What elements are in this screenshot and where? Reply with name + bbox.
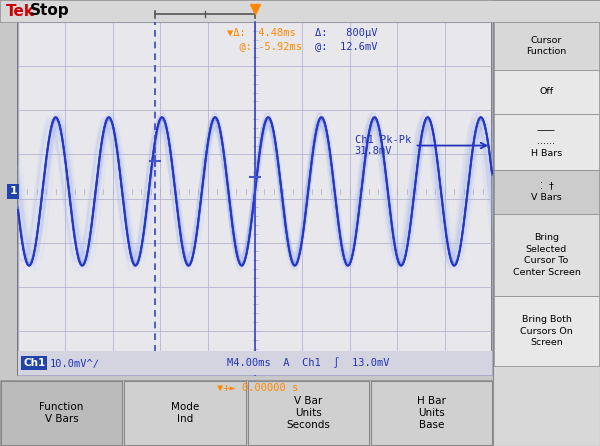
Text: Bring Both
Cursors On
Screen: Bring Both Cursors On Screen (520, 315, 573, 347)
Text: 10.0mV^∕: 10.0mV^∕ (50, 358, 100, 368)
Bar (18, 22, 492, 375)
Bar (0, 0, 600, 22)
Text: ⁚  †
V Bars: ⁚ † V Bars (531, 182, 562, 202)
Bar (494, 22, 599, 70)
Text: Ch1: Ch1 (23, 358, 45, 368)
Text: V Bar
Units
Seconds: V Bar Units Seconds (286, 396, 330, 430)
Text: H Bar
Units
Base: H Bar Units Base (417, 396, 446, 430)
Text: @: -5.92ms: @: -5.92ms (227, 41, 302, 51)
Text: ▼Δ:  4.48ms: ▼Δ: 4.48ms (227, 28, 295, 38)
Bar (494, 70, 599, 114)
Bar (493, 0, 600, 446)
Bar (1, 381, 122, 445)
Bar (494, 114, 599, 170)
Text: Stop: Stop (30, 4, 70, 18)
Text: @:  12.6mV: @: 12.6mV (314, 41, 377, 51)
Bar (248, 381, 369, 445)
Text: Off: Off (539, 87, 554, 96)
Bar (0, 380, 493, 446)
Text: Function
V Bars: Function V Bars (40, 402, 84, 424)
Bar (371, 381, 492, 445)
Text: Mode
Ind: Mode Ind (171, 402, 199, 424)
Bar (124, 381, 245, 445)
Bar (494, 170, 599, 214)
Bar (494, 296, 599, 366)
Text: ——
......
H Bars: —— ...... H Bars (531, 126, 562, 158)
Text: M4.00ms  A  Ch1  ∫  13.0mV: M4.00ms A Ch1 ∫ 13.0mV (227, 358, 389, 368)
Text: Δ:   800μV: Δ: 800μV (314, 28, 377, 38)
Text: ▼+► 0.00000 s: ▼+► 0.00000 s (217, 383, 298, 393)
Bar (494, 214, 599, 296)
Text: 1: 1 (9, 186, 17, 196)
Text: Cursor
Function: Cursor Function (526, 36, 566, 56)
Text: Ch1 Pk-Pk
31.8mV: Ch1 Pk-Pk 31.8mV (355, 135, 411, 157)
Bar (18, 351, 492, 375)
Text: Tek: Tek (6, 4, 35, 18)
Text: Bring
Selected
Cursor To
Center Screen: Bring Selected Cursor To Center Screen (512, 233, 580, 277)
